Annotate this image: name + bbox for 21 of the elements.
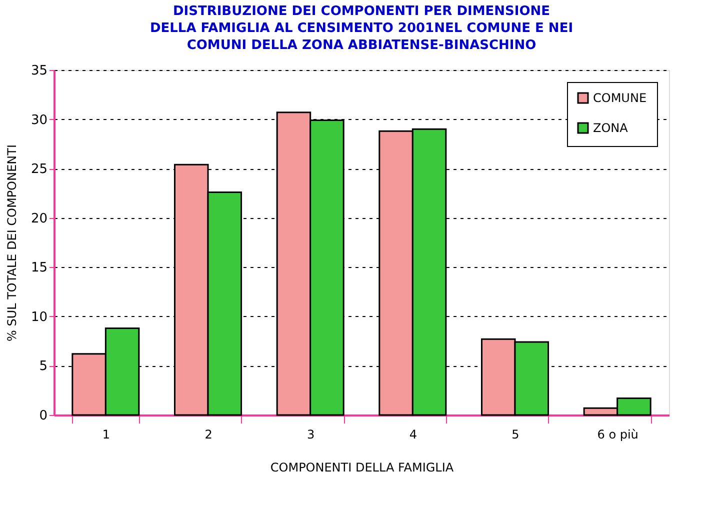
- y-tick-label: 30: [30, 112, 48, 128]
- x-tick-label: 3: [307, 428, 315, 442]
- legend-label: ZONA: [593, 121, 629, 135]
- y-tick-label: 15: [30, 260, 48, 276]
- y-axis-title: % SUL TOTALE DEI COMPONENTI: [4, 144, 19, 342]
- y-tick-label: 0: [39, 408, 48, 424]
- x-tick-label: 5: [512, 428, 520, 442]
- y-tick-label: 20: [30, 211, 48, 226]
- text: DISTRIBUZIONE DEI COMPONENTI PER DIMENSIONE: [172, 4, 550, 19]
- text: COMUNI DELLA ZONA ABBIATENSE-BINASCHINO: [186, 38, 536, 53]
- y-tick-label: 35: [30, 64, 48, 78]
- y-tick-label: 25: [30, 162, 48, 178]
- x-tick-label: 6 o più: [597, 428, 638, 442]
- x-axis-title: COMPONENTI DELLA FAMIGLIA: [270, 460, 454, 474]
- y-tick-label: 5: [39, 359, 48, 374]
- x-tick-label: 2: [204, 428, 212, 442]
- x-tick-label: 4: [409, 428, 417, 442]
- legend-label: COMUNE: [593, 91, 647, 105]
- y-tick-label: 10: [30, 310, 48, 325]
- x-tick-label: 1: [102, 428, 110, 442]
- text: DELLA FAMIGLIA AL CENSIMENTO 2001NEL COMUNE E NEI: [150, 21, 574, 36]
